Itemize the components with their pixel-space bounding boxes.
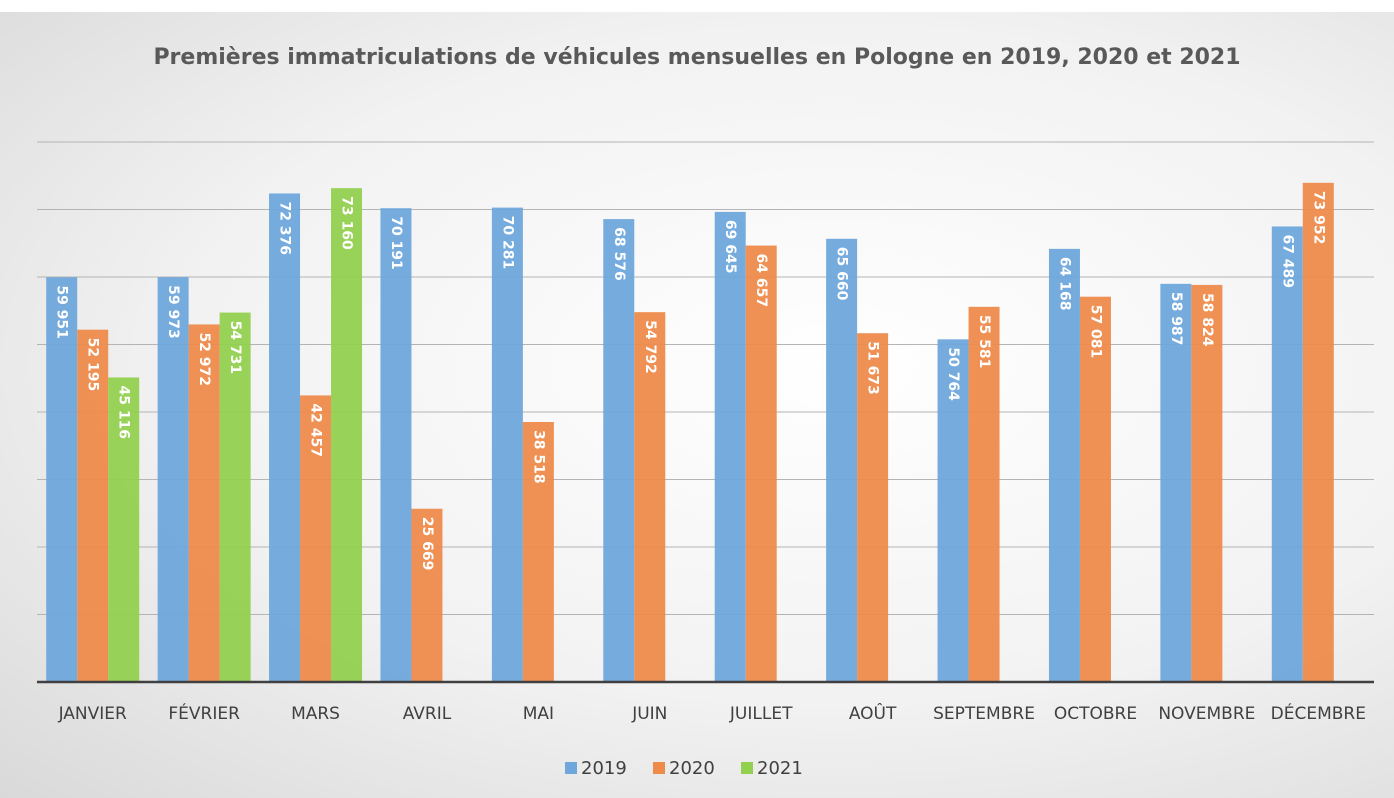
x-tick-label: MARS bbox=[291, 704, 340, 724]
data-label: 52 195 bbox=[85, 338, 101, 392]
data-label: 50 764 bbox=[945, 347, 961, 401]
data-label: 67 489 bbox=[1279, 234, 1295, 288]
bar bbox=[745, 245, 777, 682]
data-label: 65 660 bbox=[834, 247, 850, 301]
bar bbox=[491, 207, 523, 682]
legend-label: 2020 bbox=[669, 758, 715, 779]
data-label: 73 952 bbox=[1310, 191, 1326, 245]
data-label: 73 160 bbox=[339, 196, 355, 250]
x-tick-label: AOÛT bbox=[849, 702, 897, 724]
data-label: 64 657 bbox=[753, 254, 769, 308]
data-label: 58 987 bbox=[1168, 292, 1184, 346]
data-label: 64 168 bbox=[1056, 257, 1072, 311]
bar bbox=[714, 211, 746, 683]
bar bbox=[77, 329, 109, 682]
bar bbox=[219, 312, 251, 682]
data-label: 38 518 bbox=[530, 430, 546, 484]
chart-title: Premières immatriculations de véhicules … bbox=[153, 45, 1241, 70]
bar bbox=[188, 324, 220, 682]
data-label: 72 376 bbox=[277, 201, 293, 255]
data-label: 52 972 bbox=[196, 332, 212, 386]
bar bbox=[968, 306, 1000, 682]
bar bbox=[937, 339, 969, 682]
x-tick-label: MAI bbox=[523, 704, 554, 724]
x-tick-label: SEPTEMBRE bbox=[933, 704, 1035, 724]
x-tick-label: AVRIL bbox=[403, 704, 452, 724]
bar bbox=[380, 208, 412, 682]
data-label: 51 673 bbox=[865, 341, 881, 395]
bar bbox=[857, 333, 889, 682]
bar bbox=[522, 422, 554, 682]
bar bbox=[634, 312, 666, 682]
data-label: 58 824 bbox=[1199, 293, 1215, 347]
bar bbox=[1271, 226, 1303, 682]
bar bbox=[1048, 248, 1080, 682]
data-label: 69 645 bbox=[722, 220, 738, 274]
bar bbox=[1079, 296, 1111, 682]
x-tick-label: FÉVRIER bbox=[168, 702, 240, 724]
data-label: 45 116 bbox=[116, 385, 132, 439]
data-label: 59 951 bbox=[54, 285, 70, 339]
bar bbox=[157, 277, 189, 682]
x-tick-label: JUILLET bbox=[729, 704, 793, 724]
bar bbox=[331, 188, 363, 683]
data-label: 25 669 bbox=[419, 517, 435, 571]
data-label: 42 457 bbox=[308, 403, 324, 457]
data-label: 68 576 bbox=[611, 227, 627, 281]
x-tick-label: JUIN bbox=[631, 704, 667, 724]
x-tick-label: JANVIER bbox=[58, 704, 127, 724]
bar bbox=[108, 377, 140, 682]
data-label: 57 081 bbox=[1087, 305, 1103, 359]
data-label: 54 731 bbox=[227, 321, 243, 375]
legend-swatch bbox=[741, 762, 753, 774]
legend-swatch bbox=[565, 762, 577, 774]
bar bbox=[269, 193, 301, 682]
x-tick-label: NOVEMBRE bbox=[1158, 704, 1255, 724]
bar bbox=[826, 238, 858, 683]
bar bbox=[300, 395, 332, 682]
data-label: 70 191 bbox=[388, 216, 404, 270]
bar bbox=[1302, 182, 1334, 682]
bar bbox=[1160, 283, 1192, 682]
legend-label: 2019 bbox=[581, 758, 627, 779]
legend-swatch bbox=[653, 762, 665, 774]
x-tick-label: DÉCEMBRE bbox=[1271, 702, 1366, 724]
bar bbox=[603, 219, 635, 682]
data-label: 59 973 bbox=[165, 285, 181, 339]
x-tick-label: OCTOBRE bbox=[1054, 704, 1137, 724]
data-label: 70 281 bbox=[499, 216, 515, 270]
bar bbox=[1191, 284, 1223, 682]
bar bbox=[411, 508, 443, 682]
data-label: 54 792 bbox=[642, 320, 658, 374]
data-label: 55 581 bbox=[976, 315, 992, 369]
legend-label: 2021 bbox=[757, 758, 803, 779]
bar bbox=[46, 277, 78, 682]
